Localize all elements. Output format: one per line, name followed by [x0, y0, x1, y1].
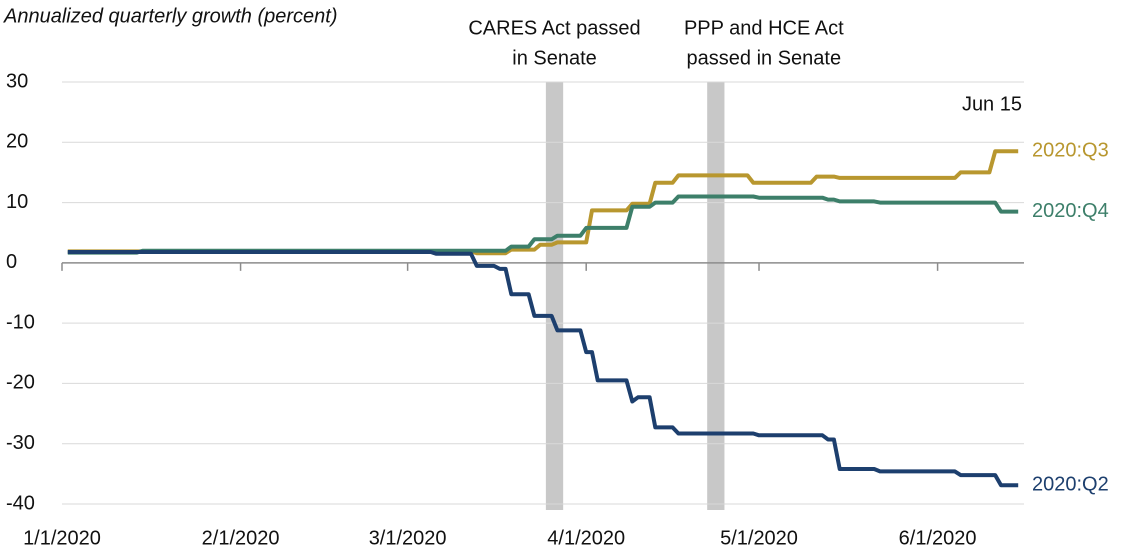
- x-tick-label: 6/1/2020: [899, 527, 977, 549]
- event-shade: [545, 82, 564, 510]
- y-tick-label: -30: [6, 432, 35, 454]
- series-line: [67, 250, 1019, 488]
- x-tick-label: 1/1/2020: [23, 527, 101, 549]
- series-label: 2020:Q3: [1032, 140, 1109, 162]
- annotation: Jun 15: [962, 93, 1022, 115]
- x-tick-label: 3/1/2020: [369, 527, 447, 549]
- y-tick-label: 30: [6, 70, 28, 92]
- x-tick-label: 5/1/2020: [720, 527, 798, 549]
- event-label: in Senate: [512, 47, 597, 69]
- y-tick-label: 10: [6, 191, 28, 213]
- series-label: 2020:Q2: [1032, 474, 1109, 496]
- x-tick-label: 4/1/2020: [547, 527, 625, 549]
- x-tick-label: 2/1/2020: [202, 527, 280, 549]
- event-label: PPP and HCE Act: [684, 17, 844, 39]
- y-tick-label: -20: [6, 372, 35, 394]
- y-tick-label: 0: [6, 251, 17, 273]
- y-tick-label: -40: [6, 492, 35, 514]
- series-line: [67, 149, 1019, 256]
- event-label: CARES Act passed: [468, 17, 640, 39]
- event-label: passed in Senate: [687, 47, 842, 69]
- y-tick-label: 20: [6, 131, 28, 153]
- series-line: [67, 194, 1019, 255]
- y-tick-label: -10: [6, 311, 35, 333]
- event-shade: [707, 82, 725, 510]
- series-label: 2020:Q4: [1032, 200, 1109, 222]
- y-axis-label: Annualized quarterly growth (percent): [3, 5, 338, 27]
